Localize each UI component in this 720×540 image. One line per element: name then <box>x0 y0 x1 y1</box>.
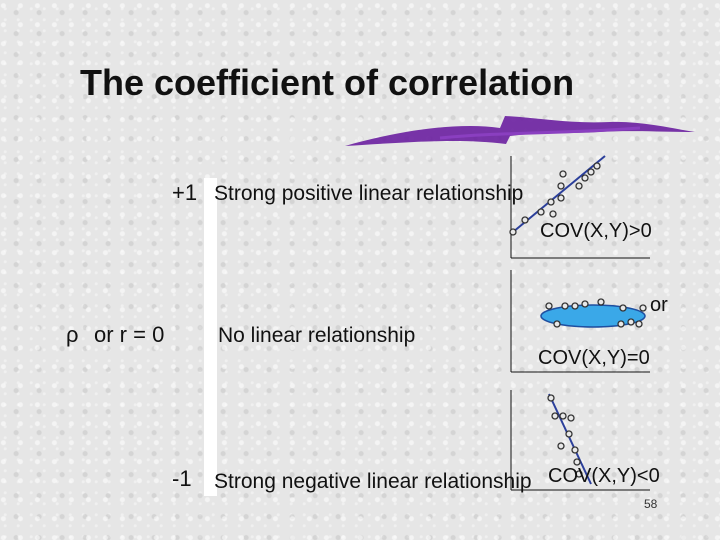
data-point <box>597 298 605 306</box>
negative-regression-line <box>548 393 592 485</box>
data-point <box>557 182 565 190</box>
data-point <box>565 430 573 438</box>
data-point <box>561 302 569 310</box>
data-point <box>627 318 635 326</box>
data-point <box>575 470 583 478</box>
data-point <box>547 198 555 206</box>
data-point <box>557 442 565 450</box>
data-point <box>617 320 625 328</box>
cov-negative-label: COV(X,Y)<0 <box>548 465 660 487</box>
data-point <box>571 446 579 454</box>
data-point <box>549 210 557 218</box>
data-point <box>587 168 595 176</box>
data-point <box>545 302 553 310</box>
data-point <box>557 194 565 202</box>
or-label: or <box>650 294 668 316</box>
zero-scatter-plot <box>510 270 650 373</box>
minus-one-label: -1 <box>172 466 192 491</box>
page-title: The coefficient of correlation <box>80 62 575 103</box>
data-point <box>559 170 567 178</box>
slide-number: 58 <box>644 497 658 511</box>
data-point <box>559 412 567 420</box>
data-point <box>537 208 545 216</box>
negative-scatter-plot <box>510 390 650 491</box>
data-point <box>521 216 529 224</box>
positive-scatter-plot <box>509 155 650 259</box>
strong-negative-label: Strong negative linear relationship <box>214 470 532 493</box>
rho-symbol: ρ <box>66 322 79 347</box>
data-point <box>575 182 583 190</box>
data-point <box>571 302 579 310</box>
data-point <box>635 320 643 328</box>
title-underline-stroke <box>345 116 695 146</box>
data-point <box>573 458 581 466</box>
data-point <box>547 394 555 402</box>
data-point <box>581 300 589 308</box>
data-point <box>619 304 627 312</box>
no-linear-label: No linear relationship <box>218 324 416 347</box>
data-point <box>567 414 575 422</box>
correlation-scale-bar <box>204 178 217 496</box>
cov-positive-label: COV(X,Y)>0 <box>540 220 652 242</box>
data-point <box>553 320 561 328</box>
strong-positive-label: Strong positive linear relationship <box>214 182 524 205</box>
or-r-equals-zero: or r = 0 <box>94 322 165 347</box>
data-point <box>509 228 517 236</box>
data-point <box>551 412 559 420</box>
cov-zero-label: COV(X,Y)=0 <box>538 347 650 369</box>
plus-one-label: +1 <box>172 180 198 205</box>
data-point <box>581 174 589 182</box>
data-point <box>639 304 647 312</box>
data-point <box>593 162 601 170</box>
